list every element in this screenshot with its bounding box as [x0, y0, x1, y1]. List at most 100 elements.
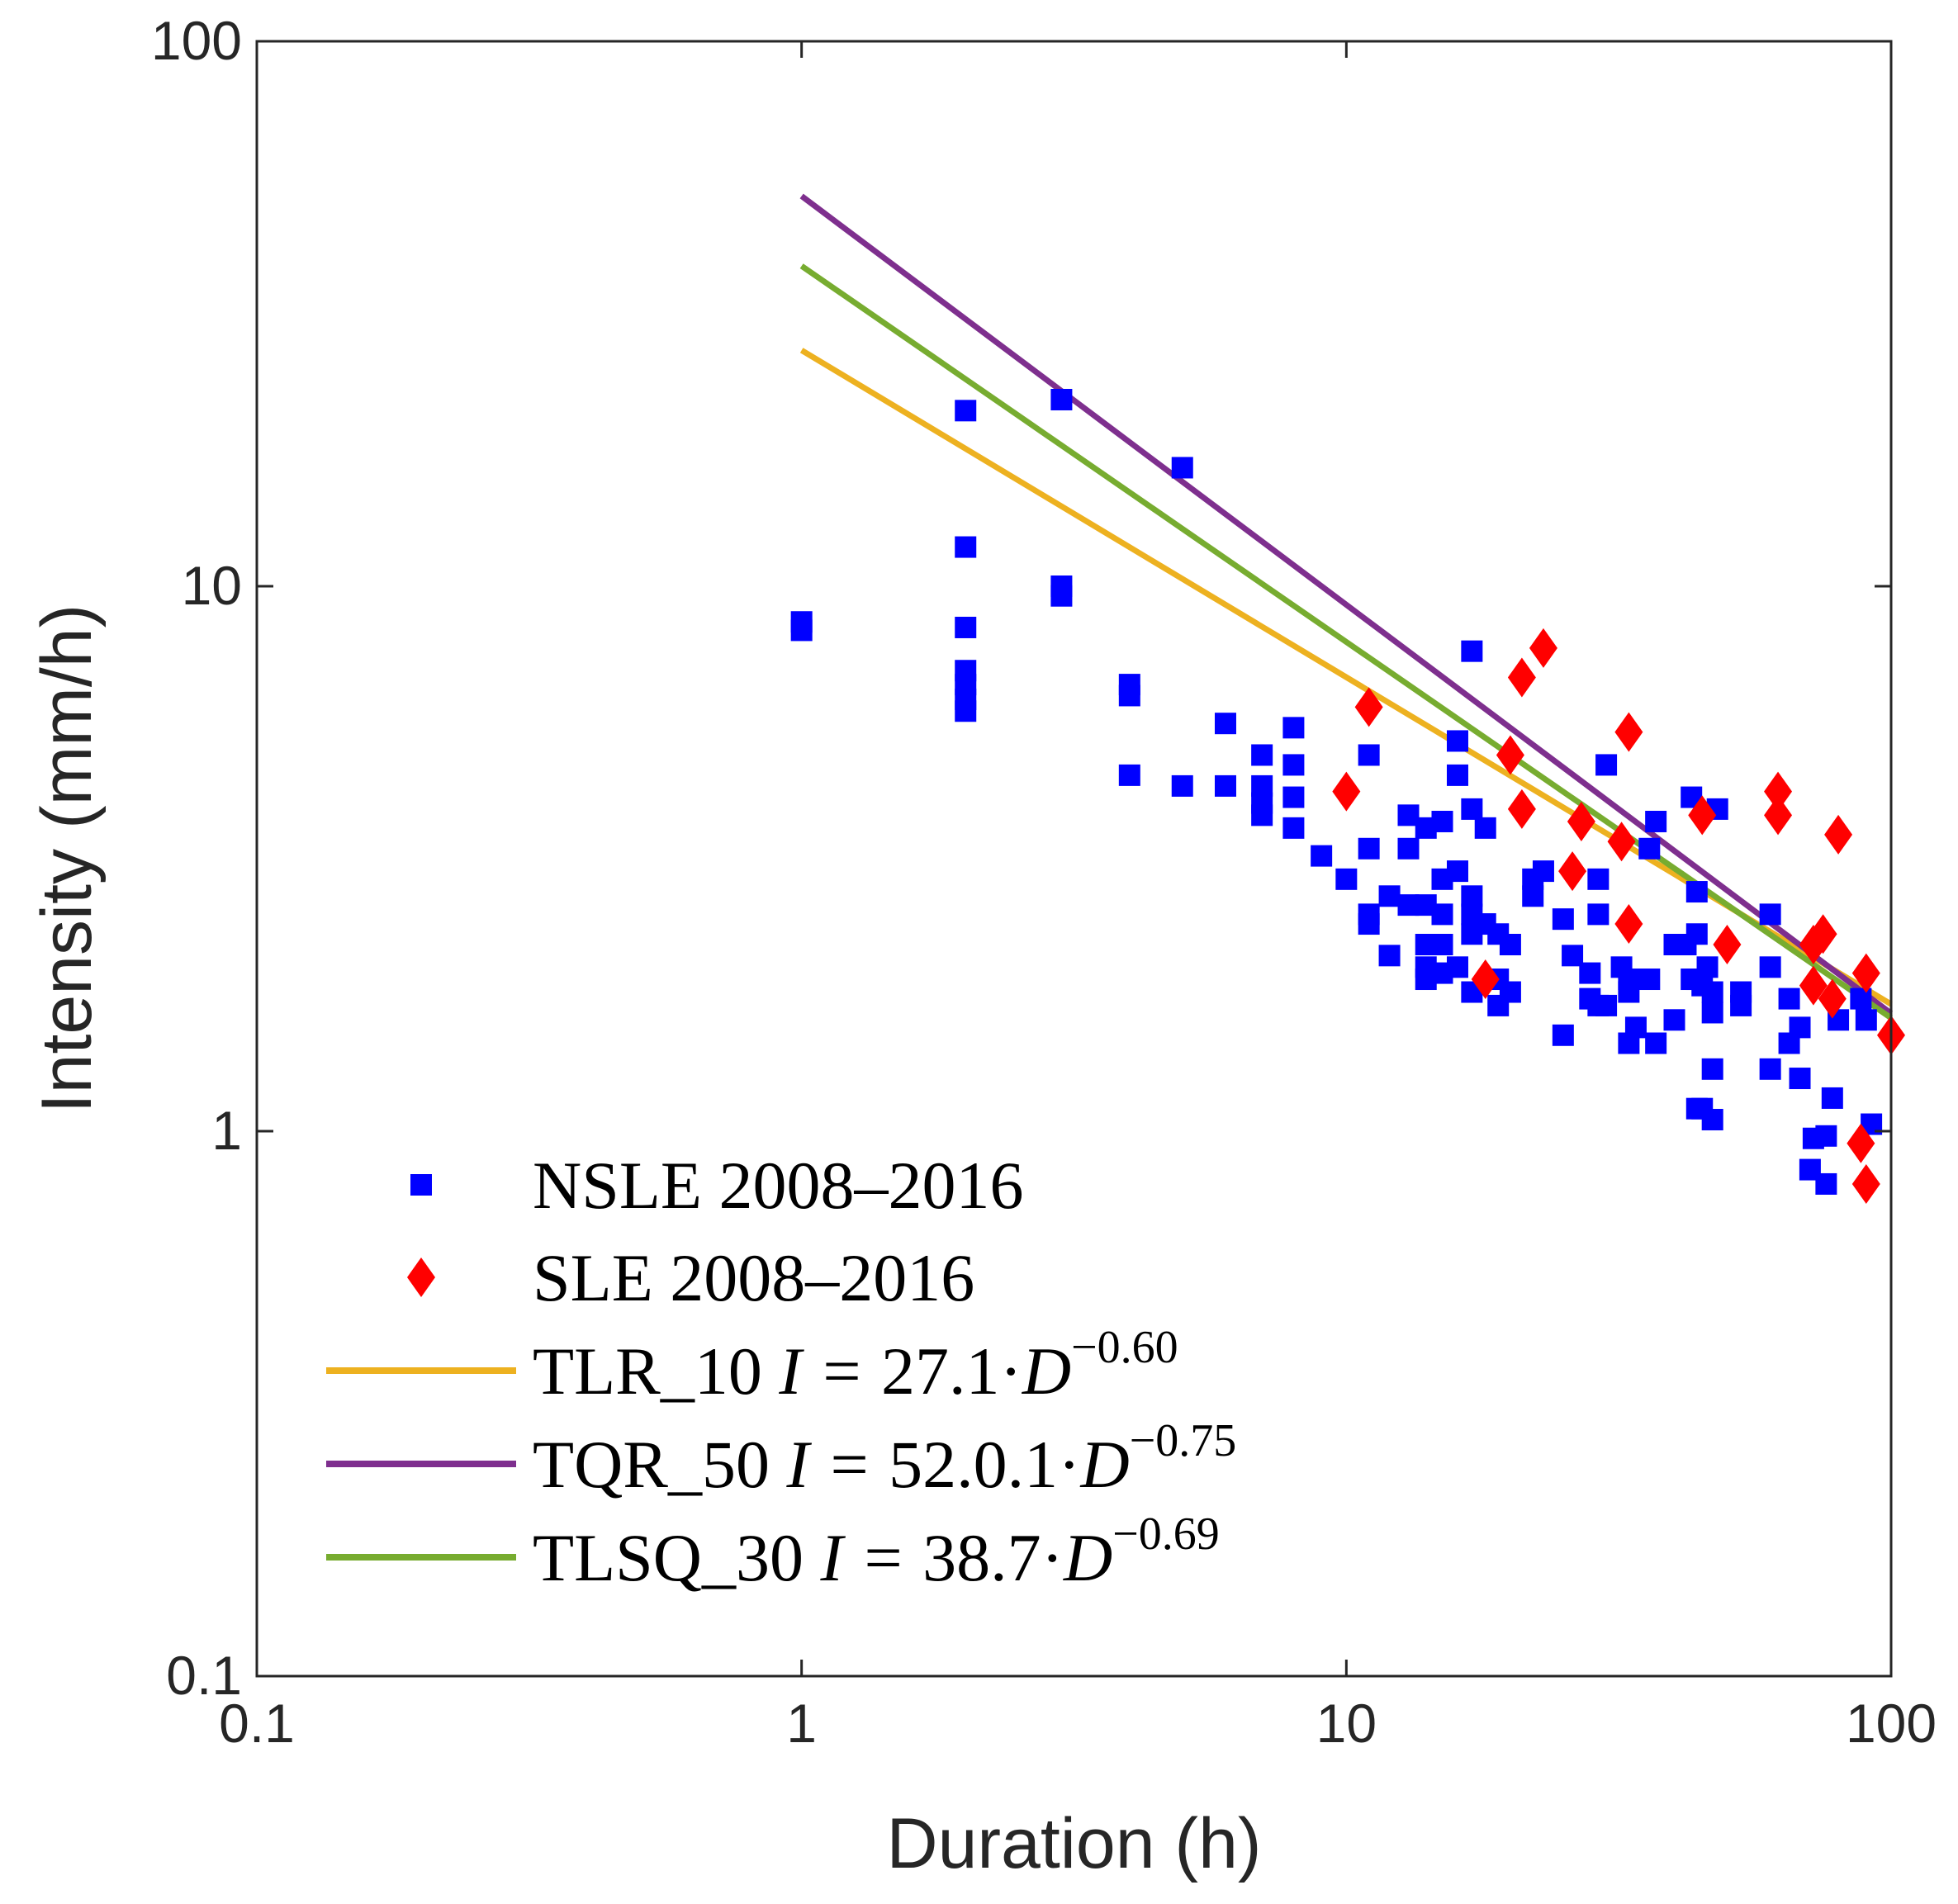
x-tick-label: 10	[1316, 1693, 1377, 1754]
y-tick-label: 100	[151, 10, 242, 71]
nsle-point	[1446, 730, 1468, 752]
sle-point	[1507, 657, 1536, 698]
legend-coefficient: 52.0.1	[889, 1427, 1058, 1502]
nsle-point	[1778, 988, 1800, 1010]
nsle-point	[1335, 868, 1358, 890]
tick-labels: 0.1 1 10 100 0.1 1 10 100	[151, 10, 1937, 1754]
axes-frame	[255, 40, 1893, 1678]
nsle-point	[1358, 913, 1380, 935]
nsle-point	[1050, 575, 1073, 597]
nsle-point	[1595, 994, 1618, 1016]
nsle-point	[1696, 956, 1719, 978]
nsle-point	[1815, 1125, 1837, 1147]
x-axis-label: Duration (h)	[886, 1804, 1261, 1883]
legend-coefficient: 27.1	[881, 1333, 1000, 1409]
data-points	[790, 389, 1905, 1204]
sle-point	[1496, 735, 1524, 775]
nsle-point	[1815, 1172, 1837, 1195]
legend-marker-square	[410, 1174, 432, 1196]
legend-label: SLE 2008–2016	[533, 1240, 974, 1315]
legend-label: NSLE 2008–2016	[533, 1148, 1024, 1223]
legend-label: TLR_10 I = 27.1·D−0.60	[533, 1322, 1178, 1409]
y-tick-label: 0.1	[166, 1645, 242, 1706]
nsle-point	[1579, 962, 1601, 984]
sle-point	[1529, 628, 1557, 668]
fit-lines	[799, 193, 1894, 1021]
nsle-point	[1821, 1087, 1843, 1109]
sle-point	[1851, 953, 1880, 993]
sle-point	[1851, 1163, 1880, 1204]
legend-equation-prefix: I =	[820, 1520, 906, 1595]
legend-series-name: TLSQ_30	[533, 1520, 804, 1595]
nsle-point	[1759, 956, 1781, 978]
sle-point	[1614, 712, 1643, 752]
plot-background	[257, 41, 1891, 1676]
nsle-point	[1499, 934, 1521, 956]
nsle-point	[1282, 717, 1305, 739]
legend-label: TQR_50 I = 52.0.1·D−0.75	[533, 1415, 1236, 1502]
nsle-point	[1685, 881, 1708, 903]
nsle-point	[1431, 903, 1453, 926]
legend-label: TLSQ_30 I = 38.7·D−0.69	[533, 1509, 1220, 1595]
legend-series-name: TQR_50	[533, 1427, 770, 1502]
sle-point	[1688, 795, 1717, 836]
y-tick-label: 1	[211, 1100, 242, 1161]
legend-equation-prefix: I =	[778, 1333, 864, 1409]
sle-point	[1818, 978, 1847, 1019]
sle-point	[1354, 687, 1383, 727]
legend-exponent: −0.75	[1130, 1415, 1237, 1466]
nsle-point	[1701, 1109, 1723, 1131]
nsle-point	[1446, 956, 1468, 978]
axis-ticks	[255, 40, 1893, 1678]
nsle-point	[1446, 764, 1468, 786]
nsle-point	[1645, 1032, 1667, 1054]
nsle-point	[1552, 1024, 1574, 1046]
sle-point	[1713, 925, 1742, 965]
nsle-point	[1118, 684, 1140, 707]
sle-point	[1764, 771, 1793, 812]
nsle-point	[1251, 744, 1273, 766]
sle-point	[1799, 965, 1828, 1006]
nsle-point	[1638, 969, 1661, 991]
nsle-point	[1759, 1058, 1781, 1080]
nsle-point	[1618, 981, 1640, 1003]
nsle-point	[790, 611, 813, 633]
nsle-point	[1499, 981, 1521, 1003]
nsle-point	[1789, 1016, 1811, 1039]
nsle-point	[1730, 994, 1752, 1016]
nsle-point	[1587, 903, 1610, 926]
plot-area	[257, 41, 1891, 1676]
x-tick-label: 0.1	[219, 1693, 295, 1754]
nsle-point	[1552, 908, 1574, 931]
nsle-point	[1251, 804, 1273, 826]
y-axis-label: Intensity (mm/h)	[27, 604, 107, 1113]
sle-point	[1809, 914, 1837, 954]
nsle-point	[1850, 988, 1872, 1010]
nsle-point	[1214, 774, 1236, 797]
nsle-point	[1461, 798, 1483, 820]
sle-point	[1764, 795, 1793, 836]
nsle-point	[1701, 1058, 1723, 1080]
legend-coefficient: 38.7	[922, 1520, 1041, 1595]
nsle-point	[1431, 934, 1453, 956]
nsle-point	[1474, 817, 1496, 839]
sle-point	[1607, 822, 1636, 862]
nsle-point	[1587, 868, 1610, 890]
sle-point	[1847, 1123, 1875, 1163]
x-tick-label: 100	[1846, 1693, 1937, 1754]
nsle-point	[1685, 923, 1708, 945]
nsle-point	[1645, 810, 1667, 832]
nsle-point	[1855, 1009, 1877, 1031]
legend-series-name: TLR_10	[533, 1333, 762, 1409]
nsle-point	[1171, 774, 1193, 797]
sle-point	[1471, 959, 1500, 1000]
nsle-point	[1431, 810, 1453, 832]
nsle-point	[1663, 1009, 1685, 1031]
legend-exponent: −0.60	[1071, 1322, 1178, 1373]
legend-equation-prefix: I =	[786, 1427, 872, 1502]
nsle-point	[1358, 837, 1380, 860]
sle-point	[1332, 771, 1361, 812]
sle-point	[1824, 814, 1853, 855]
